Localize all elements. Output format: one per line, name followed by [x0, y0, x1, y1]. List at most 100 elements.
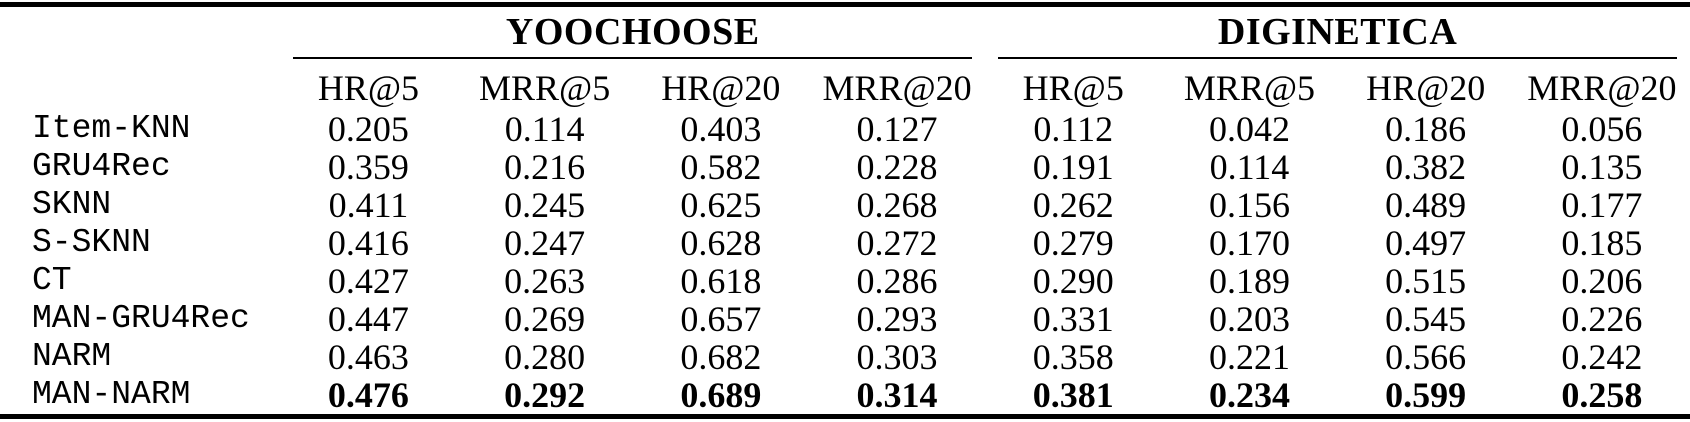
- table-row-gru4rec: GRU4Rec 0.359 0.216 0.582 0.228 0.191 0.…: [0, 148, 1690, 186]
- model-name: Item-KNN: [32, 110, 191, 147]
- metric-header-row: HR@5 MRR@5 HR@20 MRR@20 HR@5 MRR@5 HR@20…: [0, 66, 1690, 110]
- metric-value: 0.216: [504, 147, 586, 187]
- metric-value: 0.625: [680, 185, 762, 225]
- metric-value: 0.186: [1385, 109, 1467, 149]
- group-header-yoochoose: YOOCHOOSE: [505, 11, 760, 53]
- metric-value: 0.303: [856, 337, 938, 377]
- cmidrule-cell-diginetica: [985, 57, 1690, 66]
- metric-value: 0.042: [1208, 109, 1290, 149]
- metric-value: 0.381: [1032, 375, 1114, 415]
- metric-value: 0.290: [1032, 261, 1114, 301]
- metric-value: 0.582: [680, 147, 762, 187]
- metric-value: 0.599: [1385, 375, 1467, 415]
- metric-header-diginetica-mrr20: MRR@20: [1527, 68, 1677, 108]
- metric-header-yoochoose-mrr20: MRR@20: [822, 68, 972, 108]
- model-name: CT: [32, 262, 72, 299]
- cmidrule-cell-yoochoose: [280, 57, 985, 66]
- metric-value: 0.497: [1385, 223, 1467, 263]
- metric-value: 0.245: [504, 185, 586, 225]
- metric-value: 0.403: [680, 109, 762, 149]
- metric-value: 0.156: [1208, 185, 1290, 225]
- model-column-header: [0, 66, 280, 110]
- metric-value: 0.286: [856, 261, 938, 301]
- metric-value: 0.135: [1561, 147, 1643, 187]
- metric-value: 0.242: [1561, 337, 1643, 377]
- metric-header-yoochoose-hr5: HR@5: [317, 68, 419, 108]
- metric-value: 0.682: [680, 337, 762, 377]
- metric-value: 0.293: [856, 299, 938, 339]
- metric-value: 0.272: [856, 223, 938, 263]
- table-row-narm: NARM 0.463 0.280 0.682 0.303 0.358 0.221…: [0, 338, 1690, 376]
- metric-value: 0.358: [1032, 337, 1114, 377]
- table-row-s-sknn: S-SKNN 0.416 0.247 0.628 0.272 0.279 0.1…: [0, 224, 1690, 262]
- metric-value: 0.489: [1385, 185, 1467, 225]
- metric-value: 0.185: [1561, 223, 1643, 263]
- model-name: MAN-NARM: [32, 376, 191, 413]
- diginetica-rule: [998, 57, 1677, 59]
- metric-header-diginetica-hr20: HR@20: [1366, 68, 1486, 108]
- metric-value: 0.657: [680, 299, 762, 339]
- metric-value: 0.515: [1385, 261, 1467, 301]
- metric-value: 0.545: [1385, 299, 1467, 339]
- metric-value: 0.234: [1208, 375, 1290, 415]
- metric-value: 0.205: [327, 109, 409, 149]
- model-name: S-SKNN: [32, 224, 151, 261]
- metric-value: 0.416: [327, 223, 409, 263]
- metric-header-yoochoose-hr20: HR@20: [661, 68, 781, 108]
- metric-value: 0.314: [856, 375, 938, 415]
- metric-value: 0.292: [504, 375, 586, 415]
- metric-value: 0.114: [504, 109, 585, 149]
- metric-value: 0.127: [856, 109, 938, 149]
- metric-value: 0.331: [1032, 299, 1114, 339]
- metric-value: 0.359: [327, 147, 409, 187]
- metric-value: 0.447: [327, 299, 409, 339]
- metric-header-yoochoose-mrr5: MRR@5: [479, 68, 611, 108]
- metric-value: 0.476: [327, 375, 409, 415]
- metric-value: 0.618: [680, 261, 762, 301]
- model-name: NARM: [32, 338, 112, 375]
- cmidrule-spacer: [0, 57, 280, 66]
- metric-value: 0.226: [1561, 299, 1643, 339]
- model-name: MAN-GRU4Rec: [32, 300, 250, 337]
- metric-value: 0.566: [1385, 337, 1467, 377]
- table-row-ct: CT 0.427 0.263 0.618 0.286 0.290 0.189 0…: [0, 262, 1690, 300]
- metric-value: 0.463: [327, 337, 409, 377]
- metric-value: 0.056: [1561, 109, 1643, 149]
- table-row-man-gru4rec: MAN-GRU4Rec 0.447 0.269 0.657 0.293 0.33…: [0, 300, 1690, 338]
- model-name: GRU4Rec: [32, 148, 171, 185]
- metric-value: 0.269: [504, 299, 586, 339]
- metric-value: 0.247: [504, 223, 586, 263]
- metric-value: 0.191: [1032, 147, 1114, 187]
- table-row-sknn: SKNN 0.411 0.245 0.625 0.268 0.262 0.156…: [0, 186, 1690, 224]
- metric-value: 0.203: [1208, 299, 1290, 339]
- metric-value: 0.262: [1032, 185, 1114, 225]
- metric-value: 0.689: [680, 375, 762, 415]
- table-body: Item-KNN 0.205 0.114 0.403 0.127 0.112 0…: [0, 110, 1690, 417]
- metric-value: 0.258: [1561, 375, 1643, 415]
- metric-value: 0.427: [327, 261, 409, 301]
- table-row-man-narm: MAN-NARM 0.476 0.292 0.689 0.314 0.381 0…: [0, 376, 1690, 417]
- group-header-diginetica: DIGINETICA: [1217, 11, 1458, 53]
- metric-value: 0.268: [856, 185, 938, 225]
- metric-value: 0.263: [504, 261, 586, 301]
- metric-value: 0.628: [680, 223, 762, 263]
- metric-header-diginetica-hr5: HR@5: [1022, 68, 1124, 108]
- dataset-group-row: YOOCHOOSE DIGINETICA: [0, 5, 1690, 58]
- metric-value: 0.221: [1208, 337, 1290, 377]
- model-name: SKNN: [32, 186, 112, 223]
- metric-value: 0.280: [504, 337, 586, 377]
- metric-value: 0.382: [1385, 147, 1467, 187]
- metric-value: 0.279: [1032, 223, 1114, 263]
- cmidrule-row: [0, 57, 1690, 66]
- metric-value: 0.112: [1033, 109, 1114, 149]
- metric-value: 0.206: [1561, 261, 1643, 301]
- metric-value: 0.228: [856, 147, 938, 187]
- metric-value: 0.114: [1209, 147, 1290, 187]
- metric-value: 0.177: [1561, 185, 1643, 225]
- metric-value: 0.411: [328, 185, 409, 225]
- yoochoose-rule: [293, 57, 973, 59]
- metric-value: 0.189: [1208, 261, 1290, 301]
- metric-header-diginetica-mrr5: MRR@5: [1183, 68, 1316, 108]
- table-header: YOOCHOOSE DIGINETICA HR@5 MRR@5 HR@20 MR…: [0, 5, 1690, 111]
